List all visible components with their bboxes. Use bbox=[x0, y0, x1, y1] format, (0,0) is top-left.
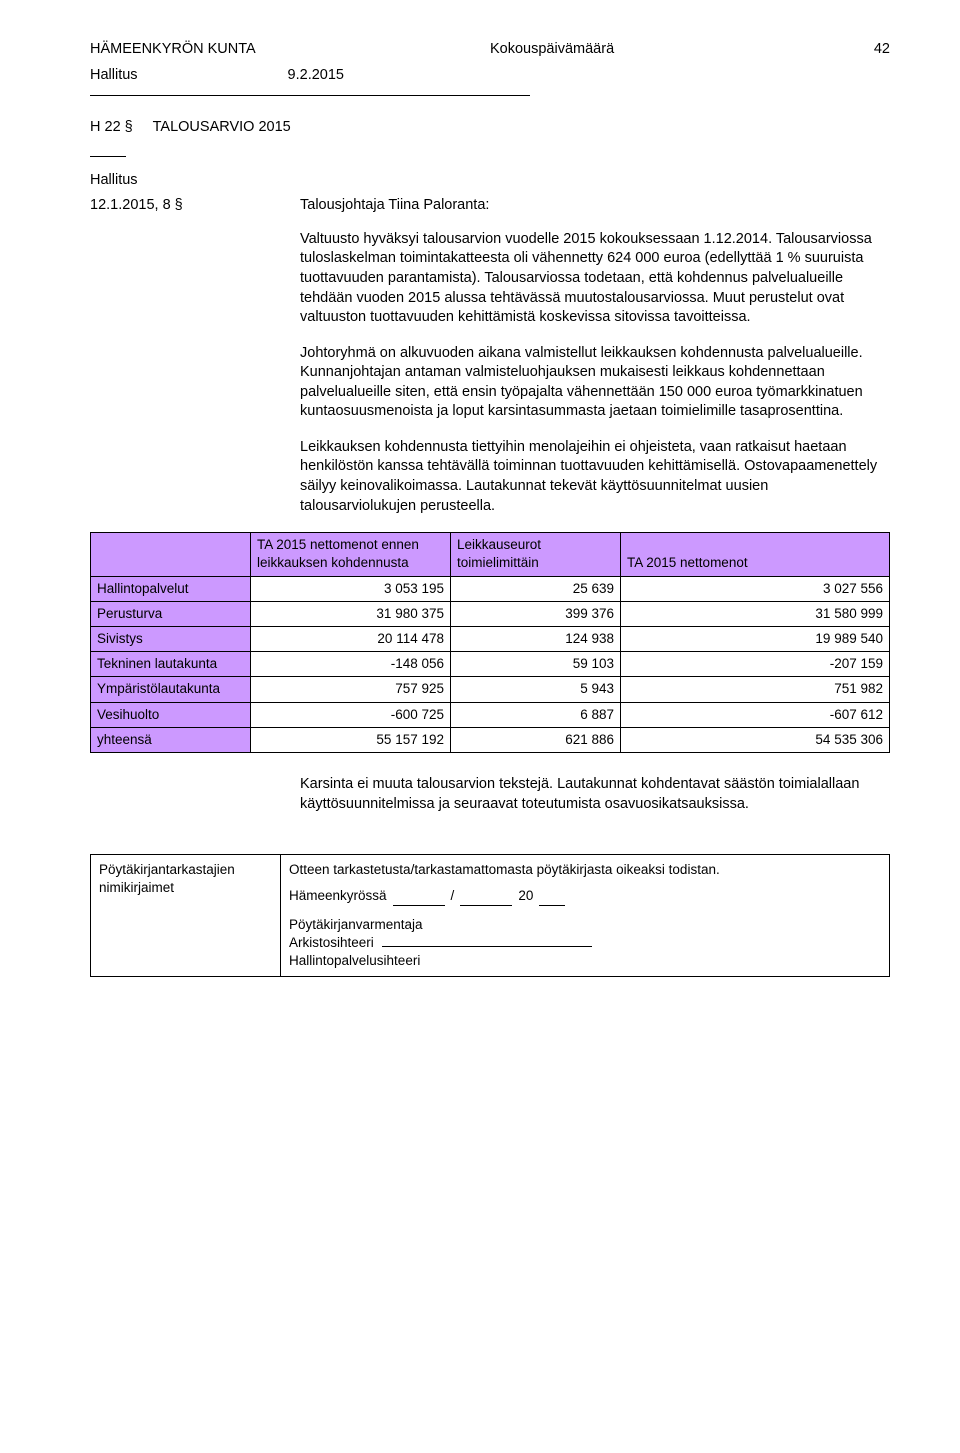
row-label: Hallintopalvelut bbox=[91, 576, 251, 601]
subheader-body: Hallitus bbox=[90, 66, 138, 86]
row-label: Tekninen lautakunta bbox=[91, 652, 251, 677]
footer-cert: Otteen tarkastetusta/tarkastamattomasta … bbox=[289, 861, 881, 879]
row-value: 399 376 bbox=[451, 601, 621, 626]
budget-table: TA 2015 nettomenot ennen leikkauksen koh… bbox=[90, 532, 890, 753]
row-value: 31 580 999 bbox=[621, 601, 890, 626]
row-value: 124 938 bbox=[451, 627, 621, 652]
row-value: 3 027 556 bbox=[621, 576, 890, 601]
meeting-body: Hallitus bbox=[90, 171, 890, 191]
col-blank bbox=[91, 533, 251, 576]
table-row: Sivistys20 114 478124 93819 989 540 bbox=[91, 627, 890, 652]
footer-r4: Arkistosihteeri bbox=[289, 935, 374, 950]
row-value: -607 612 bbox=[621, 702, 890, 727]
header-center: Kokouspäivämäärä bbox=[450, 40, 850, 60]
footer-r4-row: Arkistosihteeri bbox=[289, 934, 881, 952]
row-value: 55 157 192 bbox=[251, 727, 451, 752]
body-content: Valtuusto hyväksyi talousarvion vuodelle… bbox=[300, 230, 880, 516]
col-cut: Leikkauseurot toimielimittäin bbox=[451, 533, 621, 576]
row-value: 757 925 bbox=[251, 677, 451, 702]
slash: / bbox=[451, 887, 455, 905]
row-value: -600 725 bbox=[251, 702, 451, 727]
table-row: Tekninen lautakunta-148 05659 103-207 15… bbox=[91, 652, 890, 677]
row-value: 25 639 bbox=[451, 576, 621, 601]
table-row: yhteensä55 157 192621 88654 535 306 bbox=[91, 727, 890, 752]
meeting-presenter: Talousjohtaja Tiina Paloranta: bbox=[300, 196, 890, 216]
row-label: Vesihuolto bbox=[91, 702, 251, 727]
row-value: 54 535 306 bbox=[621, 727, 890, 752]
sig-blank-1 bbox=[393, 905, 445, 906]
footer-left: Pöytäkirjantarkastajien nimikirjaimet bbox=[91, 855, 281, 976]
after-table: Karsinta ei muuta talousarvion tekstejä.… bbox=[300, 775, 880, 814]
title-text: TALOUSARVIO 2015 bbox=[153, 119, 291, 135]
footer-box: Pöytäkirjantarkastajien nimikirjaimet Ot… bbox=[90, 854, 890, 977]
paragraph-4: Karsinta ei muuta talousarvion tekstejä.… bbox=[300, 775, 880, 814]
footer-sig-row: Hämeenkyrössä / 20 bbox=[289, 887, 881, 905]
table-row: Ympäristölautakunta757 9255 943751 982 bbox=[91, 677, 890, 702]
row-value: -207 159 bbox=[621, 652, 890, 677]
row-label: Sivistys bbox=[91, 627, 251, 652]
row-value: 3 053 195 bbox=[251, 576, 451, 601]
row-value: 751 982 bbox=[621, 677, 890, 702]
title-underline bbox=[90, 156, 126, 157]
paragraph-1: Valtuusto hyväksyi talousarvion vuodelle… bbox=[300, 230, 880, 328]
footer-year-prefix: 20 bbox=[518, 887, 533, 905]
row-value: 19 989 540 bbox=[621, 627, 890, 652]
col-before: TA 2015 nettomenot ennen leikkauksen koh… bbox=[251, 533, 451, 576]
section-title: H 22 § TALOUSARVIO 2015 bbox=[90, 118, 890, 138]
footer-right: Otteen tarkastetusta/tarkastamattomasta … bbox=[281, 855, 889, 976]
row-value: -148 056 bbox=[251, 652, 451, 677]
paragraph-2: Johtoryhmä on alkuvuoden aikana valmiste… bbox=[300, 344, 880, 422]
row-value: 6 887 bbox=[451, 702, 621, 727]
footer-left-1: Pöytäkirjantarkastajien bbox=[99, 861, 272, 879]
table-row: Vesihuolto-600 7256 887-607 612 bbox=[91, 702, 890, 727]
col-after: TA 2015 nettomenot bbox=[621, 533, 890, 576]
paragraph-3: Leikkauksen kohdennusta tiettyihin menol… bbox=[300, 438, 880, 516]
footer-r5: Hallintopalvelusihteeri bbox=[289, 952, 881, 970]
title-code: H 22 § bbox=[90, 119, 133, 135]
footer-place: Hämeenkyrössä bbox=[289, 887, 387, 905]
sig-long bbox=[382, 946, 592, 947]
meeting-row: 12.1.2015, 8 § Talousjohtaja Tiina Palor… bbox=[90, 196, 890, 216]
table-header-row: TA 2015 nettomenot ennen leikkauksen koh… bbox=[91, 533, 890, 576]
header-org: HÄMEENKYRÖN KUNTA bbox=[90, 40, 450, 60]
sig-blank-3 bbox=[539, 905, 565, 906]
row-label: Ympäristölautakunta bbox=[91, 677, 251, 702]
subheader-row: Hallitus 9.2.2015 bbox=[90, 66, 890, 86]
row-value: 31 980 375 bbox=[251, 601, 451, 626]
subheader-date: 9.2.2015 bbox=[288, 66, 344, 86]
table-row: Hallintopalvelut3 053 19525 6393 027 556 bbox=[91, 576, 890, 601]
sig-blank-2 bbox=[460, 905, 512, 906]
row-value: 20 114 478 bbox=[251, 627, 451, 652]
row-value: 621 886 bbox=[451, 727, 621, 752]
row-value: 5 943 bbox=[451, 677, 621, 702]
header-underline bbox=[90, 95, 530, 96]
footer-left-2: nimikirjaimet bbox=[99, 879, 272, 897]
footer-r3: Pöytäkirjanvarmentaja bbox=[289, 916, 881, 934]
row-label: yhteensä bbox=[91, 727, 251, 752]
page-header: HÄMEENKYRÖN KUNTA Kokouspäivämäärä 42 bbox=[90, 40, 890, 60]
header-page: 42 bbox=[850, 40, 890, 60]
meeting-ref: 12.1.2015, 8 § bbox=[90, 196, 300, 216]
row-label: Perusturva bbox=[91, 601, 251, 626]
row-value: 59 103 bbox=[451, 652, 621, 677]
table-row: Perusturva31 980 375399 37631 580 999 bbox=[91, 601, 890, 626]
